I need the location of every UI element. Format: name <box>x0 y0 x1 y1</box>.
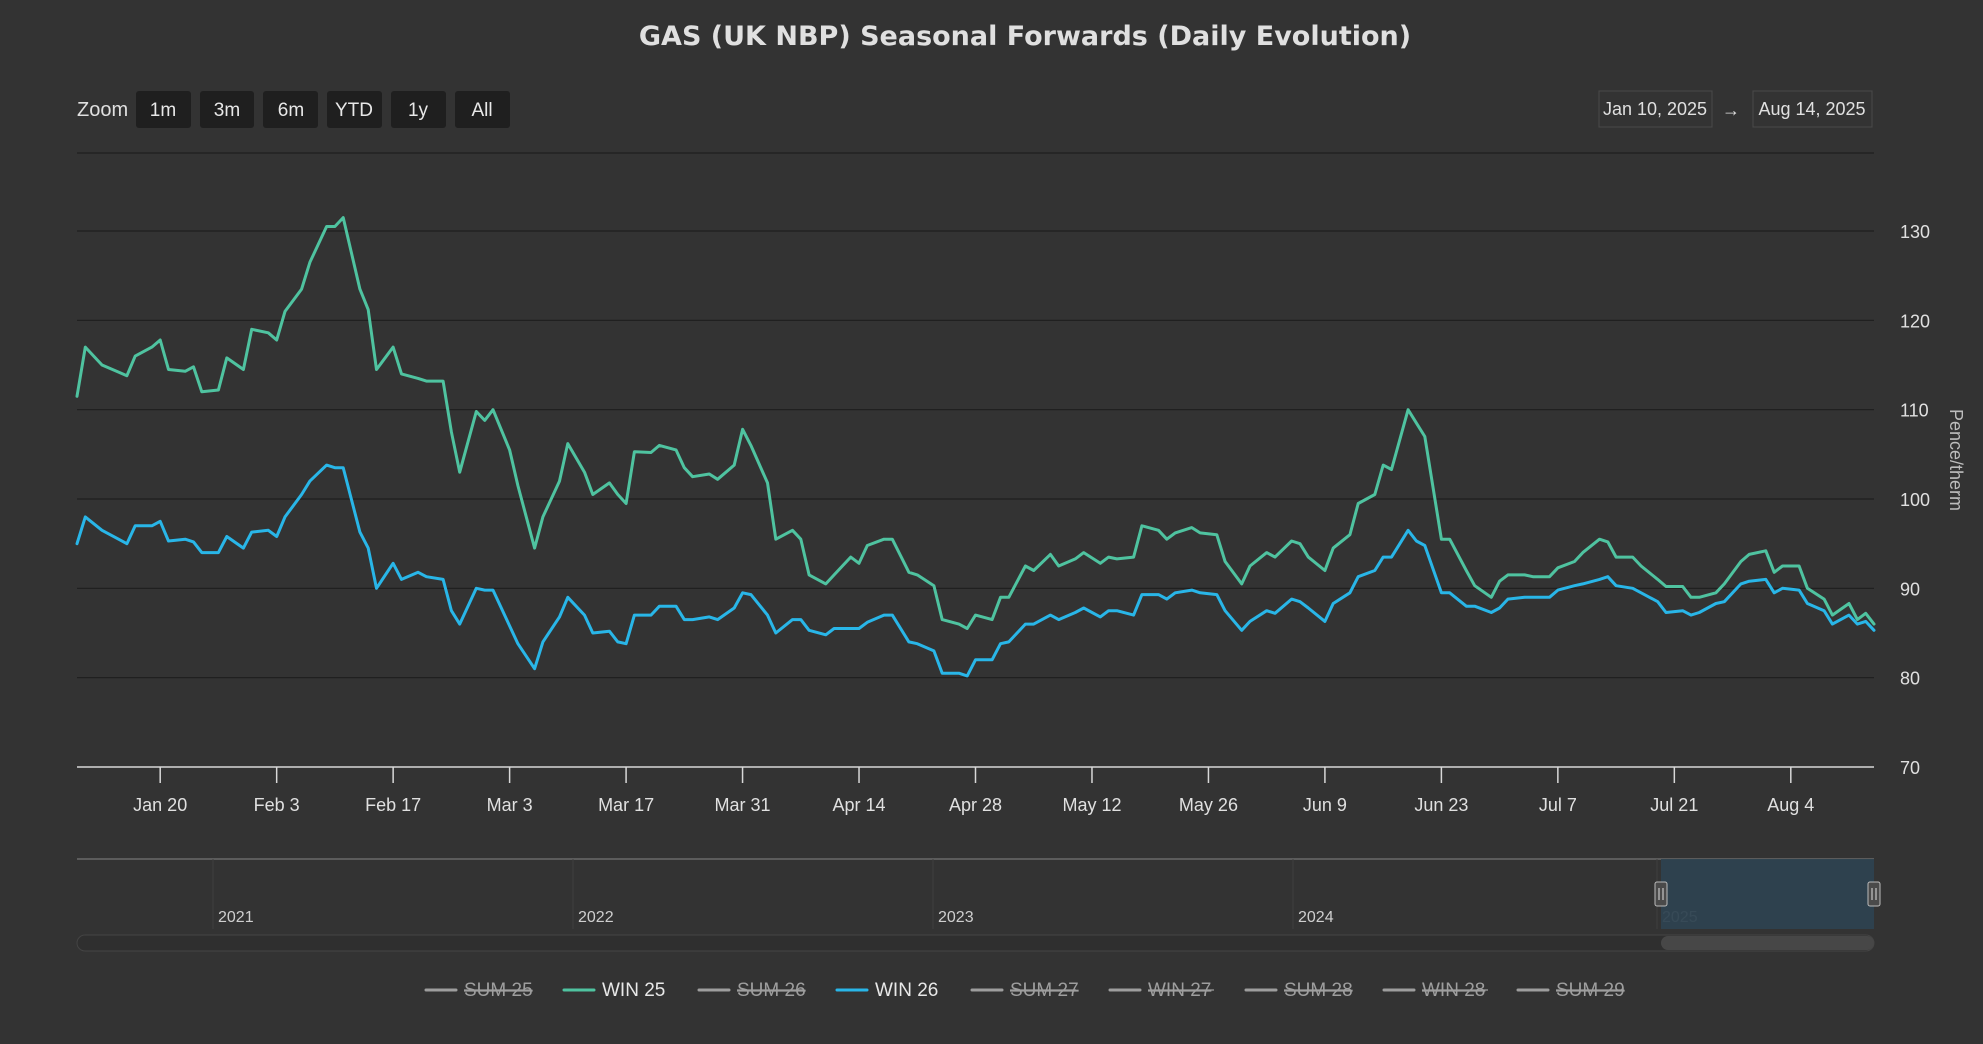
zoom-button-all-label[interactable]: All <box>471 100 492 121</box>
x-tick-label: Jan 20 <box>133 795 187 815</box>
zoom-label: Zoom <box>77 99 128 121</box>
y-tick-label: 80 <box>1900 669 1920 689</box>
zoom-button-3m-label[interactable]: 3m <box>214 100 240 121</box>
chart-title: GAS (UK NBP) Seasonal Forwards (Daily Ev… <box>639 21 1411 52</box>
navigator-right-handle[interactable] <box>1867 881 1881 907</box>
legend-item-win-26[interactable]: WIN 26 <box>835 980 938 1001</box>
zoom-button-6m-bg[interactable] <box>263 91 318 128</box>
y-tick-label: 120 <box>1900 311 1930 331</box>
x-tick-label: Jul 21 <box>1650 795 1698 815</box>
zoom-button-all[interactable]: All <box>455 91 510 128</box>
x-tick-label: Aug 4 <box>1767 795 1814 815</box>
y-tick-label: 90 <box>1900 579 1920 599</box>
zoom-button-1m[interactable]: 1m <box>136 91 191 128</box>
y-axis-title: Pence/therm <box>1946 409 1966 511</box>
y-tick-label: 70 <box>1900 758 1920 778</box>
legend-item-win-27[interactable]: WIN 27 <box>1108 980 1214 1001</box>
x-tick-label: Jun 9 <box>1303 795 1347 815</box>
x-axis: Jan 20 Feb 3 Feb 17 Mar 3 Mar 17 Mar 31 Apr 14… <box>133 767 1814 815</box>
navigator-scrollbar-track[interactable] <box>76 934 1875 952</box>
legend-item-sum-28[interactable]: SUM 28 <box>1244 980 1353 1001</box>
range-from-input[interactable]: Jan 10, 2025 <box>1598 90 1713 128</box>
y-tick-label: 110 <box>1900 401 1929 421</box>
zoom-button-6m[interactable]: 6m <box>263 91 318 128</box>
legend[interactable]: SUM 25 WIN 25 SUM 26 WIN 26 SUM 27 WIN 27 SUM … <box>424 980 1625 1001</box>
range-from-box[interactable] <box>1598 90 1713 128</box>
zoom-button-3m-bg[interactable] <box>200 91 254 128</box>
x-tick-label: Mar 3 <box>487 795 533 815</box>
zoom-button-ytd[interactable]: YTD <box>327 91 382 128</box>
zoom-button-1y[interactable]: 1y <box>391 91 446 128</box>
x-tick-label: Apr 14 <box>833 795 886 815</box>
navigator-year-label: 2022 <box>578 909 614 926</box>
zoom-button-1y-label[interactable]: 1y <box>408 100 429 121</box>
range-arrow: → <box>1722 100 1740 120</box>
zoom-button-1m-bg[interactable] <box>136 91 191 128</box>
navigator-year-label: 2024 <box>1298 909 1334 926</box>
zoom-button-all-bg[interactable] <box>455 91 510 128</box>
legend-item-sum-26[interactable]: SUM 26 <box>697 980 806 1001</box>
range-to-value[interactable]: Aug 14, 2025 <box>1758 99 1865 119</box>
x-tick-label: May 12 <box>1062 795 1121 815</box>
series-line-win-26 <box>75 463 1876 678</box>
navigator-scrollbar-thumb[interactable] <box>1661 936 1874 950</box>
x-tick-label: Feb 3 <box>254 795 300 815</box>
navigator-selection[interactable] <box>1661 859 1874 929</box>
series-line-win-25 <box>75 216 1876 630</box>
legend-item-sum-29[interactable]: SUM 29 <box>1516 980 1625 1001</box>
legend-item-sum-25[interactable]: SUM 25 <box>424 980 533 1001</box>
legend-label[interactable]: WIN 26 <box>875 980 938 1001</box>
navigator-year-label: 2021 <box>218 909 254 926</box>
y-tick-label: 100 <box>1900 490 1930 510</box>
zoom-button-1m-label[interactable]: 1m <box>150 100 176 121</box>
navigator-left-handle[interactable] <box>1654 881 1668 907</box>
x-tick-label: Mar 17 <box>598 795 654 815</box>
legend-item-win-25[interactable]: WIN 25 <box>562 980 665 1001</box>
y-axis: 70 80 90 100 110 120 130 <box>1900 222 1930 778</box>
series-lines <box>75 216 1876 678</box>
navigator-bg[interactable] <box>77 859 1874 929</box>
x-tick-label: Feb 17 <box>365 795 421 815</box>
x-tick-label: May 26 <box>1179 795 1238 815</box>
zoom-button-6m-label[interactable]: 6m <box>278 100 304 121</box>
legend-item-sum-27[interactable]: SUM 27 <box>970 980 1079 1001</box>
y-tick-label: 130 <box>1900 222 1930 242</box>
x-tick-label: Jul 7 <box>1539 795 1577 815</box>
range-to-input[interactable]: Aug 14, 2025 <box>1752 90 1873 128</box>
navigator-year-label: 2023 <box>938 909 974 926</box>
range-to-box[interactable] <box>1752 90 1873 128</box>
legend-label[interactable]: WIN 25 <box>602 980 665 1001</box>
navigator-left-handle-box[interactable] <box>1654 881 1668 907</box>
zoom-button-ytd-label[interactable]: YTD <box>335 100 373 121</box>
x-tick-label: Apr 28 <box>949 795 1002 815</box>
zoom-button-ytd-bg[interactable] <box>327 91 382 128</box>
zoom-button-3m[interactable]: 3m <box>200 91 254 128</box>
legend-item-win-28[interactable]: WIN 28 <box>1382 980 1488 1001</box>
range-from-value[interactable]: Jan 10, 2025 <box>1603 99 1707 119</box>
zoom-button-1y-bg[interactable] <box>391 91 446 128</box>
navigator[interactable]: 20212022202320242025 <box>76 858 1881 952</box>
x-tick-label: Jun 23 <box>1414 795 1468 815</box>
x-tick-label: Mar 31 <box>715 795 771 815</box>
navigator-right-handle-box[interactable] <box>1867 881 1881 907</box>
